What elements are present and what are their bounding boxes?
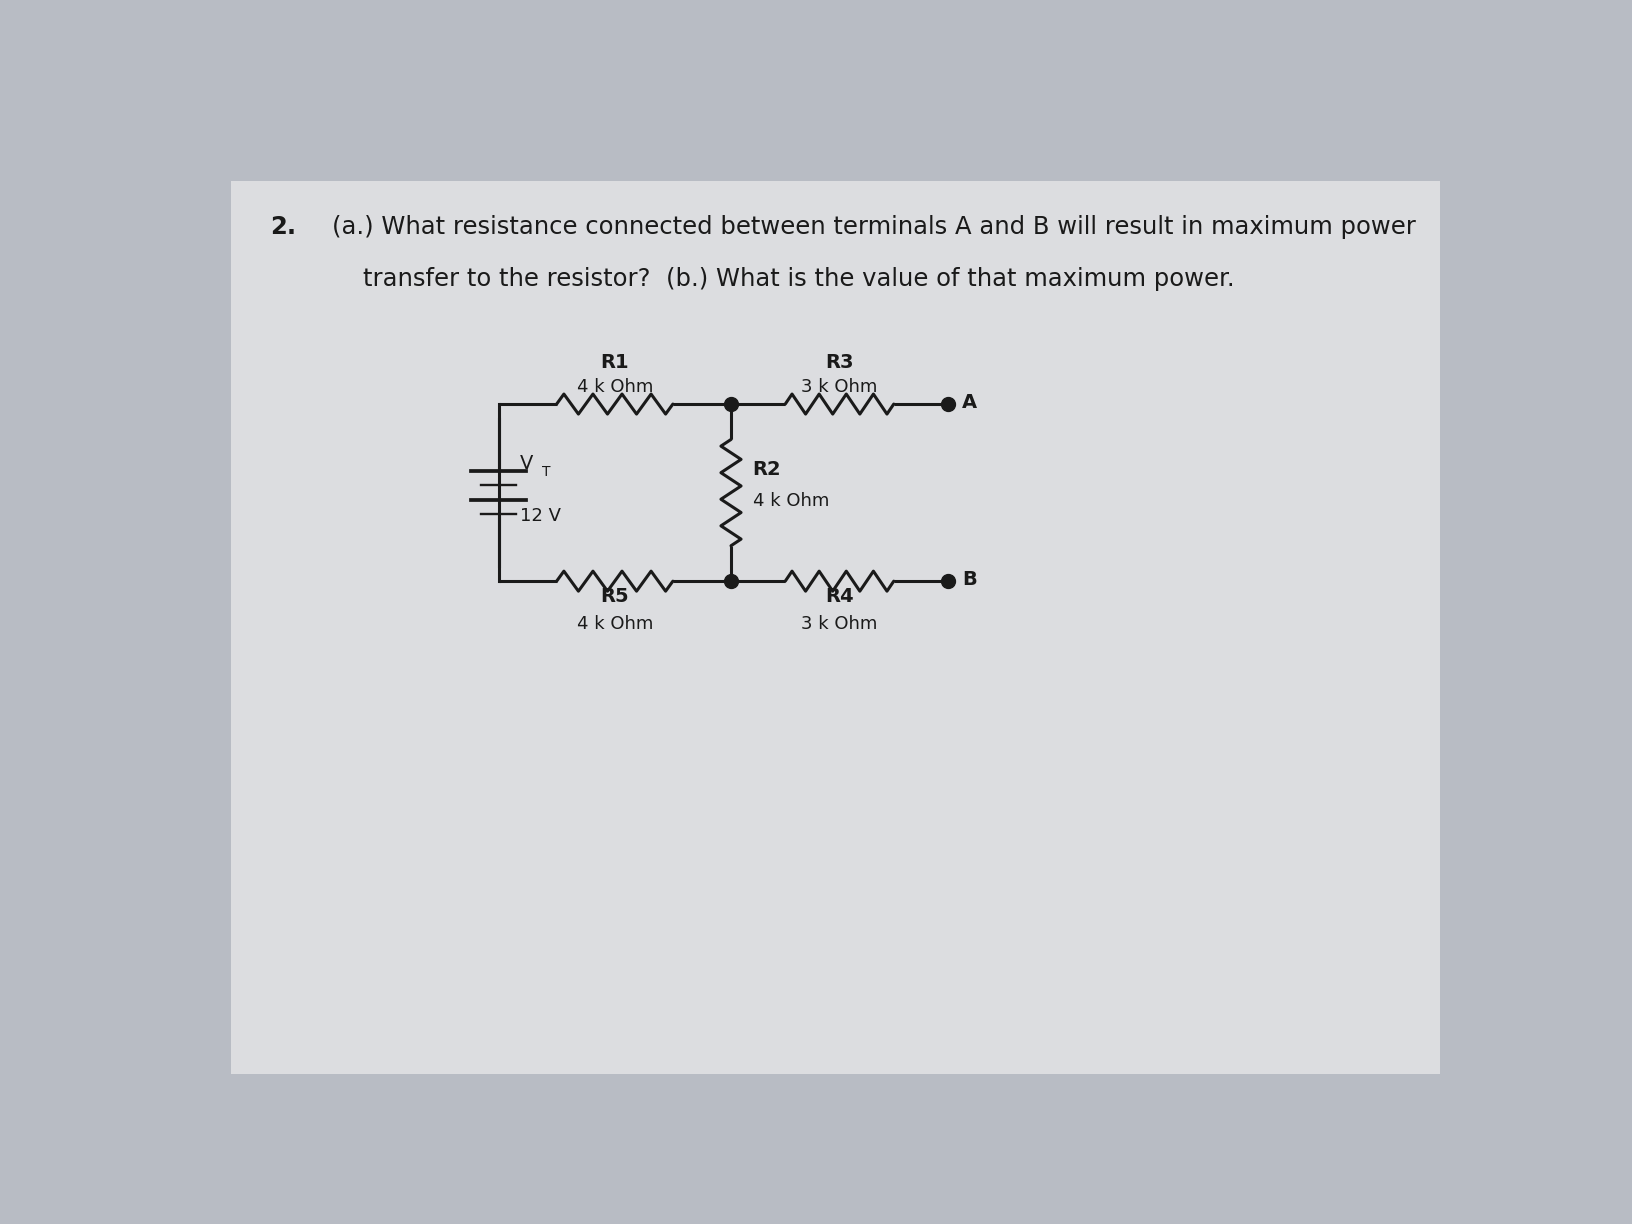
Text: (a.) What resistance connected between terminals A and B will result in maximum : (a.) What resistance connected between t… — [331, 215, 1415, 240]
Text: 4 k Ohm: 4 k Ohm — [576, 378, 653, 397]
Text: T: T — [542, 465, 550, 479]
Text: V: V — [521, 454, 534, 474]
Text: 3 k Ohm: 3 k Ohm — [801, 378, 878, 397]
Text: R5: R5 — [601, 588, 628, 606]
Text: A: A — [961, 393, 978, 412]
Text: 2.: 2. — [269, 215, 295, 240]
Text: 3 k Ohm: 3 k Ohm — [801, 614, 878, 633]
Text: R2: R2 — [752, 460, 782, 479]
Text: transfer to the resistor?  (b.) What is the value of that maximum power.: transfer to the resistor? (b.) What is t… — [331, 267, 1234, 291]
Text: 4 k Ohm: 4 k Ohm — [752, 492, 829, 509]
Text: R3: R3 — [826, 353, 854, 372]
Text: R1: R1 — [601, 353, 628, 372]
Text: B: B — [961, 570, 976, 589]
Text: 12 V: 12 V — [521, 507, 561, 525]
Text: 4 k Ohm: 4 k Ohm — [576, 614, 653, 633]
Text: R4: R4 — [826, 588, 854, 606]
